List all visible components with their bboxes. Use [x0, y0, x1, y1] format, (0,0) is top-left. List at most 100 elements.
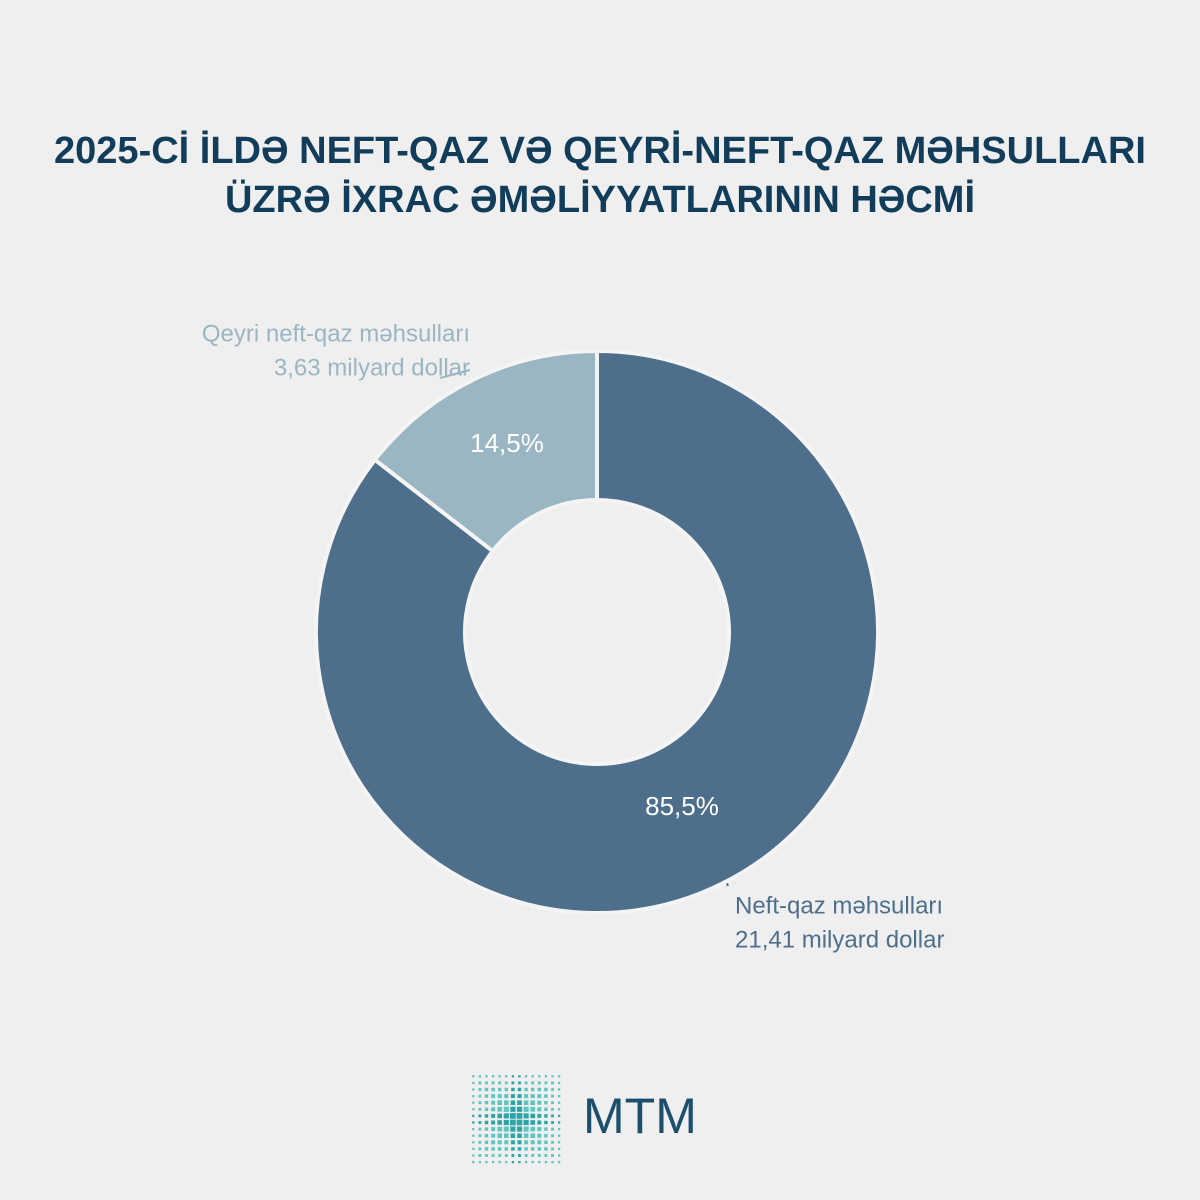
logo-dot	[503, 1126, 509, 1132]
logo-dot	[544, 1094, 548, 1098]
logo-dot	[484, 1100, 489, 1105]
logo-dot	[504, 1081, 508, 1085]
logo-dot	[518, 1160, 521, 1164]
logo-dot	[530, 1113, 535, 1119]
logo-dot	[485, 1154, 488, 1157]
logo-dot	[551, 1094, 554, 1098]
logo-dot	[485, 1081, 488, 1085]
logo-dot	[478, 1114, 482, 1118]
logo-dot	[551, 1088, 554, 1091]
logo-dot	[537, 1094, 542, 1099]
logo-dot	[491, 1107, 496, 1112]
logo-dot	[504, 1147, 509, 1151]
logo-dot	[510, 1140, 515, 1145]
logo-dot	[484, 1147, 489, 1151]
logo-dot	[510, 1106, 516, 1112]
logo-dot	[484, 1140, 489, 1145]
logo-dot	[498, 1081, 502, 1085]
logo-dot	[503, 1106, 509, 1112]
logo-dot	[478, 1147, 482, 1151]
logo-dot	[537, 1140, 542, 1145]
logo-dot	[472, 1147, 475, 1151]
logo-dot	[472, 1114, 475, 1118]
logo-dot	[551, 1075, 554, 1078]
logo-dot	[518, 1154, 521, 1157]
logo-dot	[478, 1134, 482, 1138]
logo-dot	[557, 1121, 561, 1124]
logo-dot	[510, 1100, 516, 1105]
logo-dot	[472, 1101, 475, 1104]
logo-dot	[504, 1087, 509, 1092]
logo-dot	[544, 1140, 548, 1145]
logo-dot	[551, 1101, 554, 1105]
logo-dot	[518, 1081, 521, 1085]
logo-dot	[531, 1160, 534, 1164]
logo-dot	[504, 1094, 509, 1099]
logo-dot	[557, 1081, 561, 1085]
logo-dot	[531, 1154, 535, 1157]
logo-dot	[523, 1119, 529, 1126]
logo-dot	[510, 1113, 516, 1119]
logo-dot	[537, 1113, 542, 1118]
logo-dot	[524, 1075, 528, 1078]
logo-dot	[544, 1160, 548, 1164]
logo-icon	[472, 1075, 561, 1164]
logo-dot	[544, 1154, 548, 1157]
logo-dot	[497, 1120, 502, 1125]
logo-dot	[498, 1075, 501, 1078]
logo-dot	[551, 1114, 554, 1118]
logo-dot	[551, 1134, 554, 1138]
logo-dot	[537, 1154, 541, 1157]
logo-dot	[478, 1121, 482, 1124]
logo-dot	[491, 1120, 496, 1125]
logo-dot	[503, 1119, 509, 1126]
logo-dot	[524, 1147, 528, 1151]
logo-dot	[478, 1075, 482, 1078]
logo-dot	[551, 1121, 554, 1124]
chart-title: 2025-Cİ İLDƏ NEFT-QAZ VƏ QEYRİ-NEFT-QAZ …	[54, 130, 1146, 172]
logo-dot	[557, 1088, 561, 1091]
logo-dot	[484, 1133, 489, 1138]
logo-dot	[557, 1141, 561, 1144]
logo-dot	[557, 1101, 561, 1104]
logo-dot	[557, 1075, 561, 1078]
logo-dot	[524, 1094, 529, 1099]
logo-dot	[544, 1081, 548, 1085]
logo-dot	[544, 1127, 548, 1131]
category-label: Neft-qaz məhsulları	[735, 892, 943, 919]
logo-dot	[491, 1147, 495, 1151]
logo-dot	[537, 1087, 542, 1092]
logo-dot	[524, 1081, 528, 1085]
logo-dot	[530, 1100, 535, 1105]
logo-dot	[472, 1121, 475, 1124]
logo-dot	[551, 1147, 554, 1151]
logo-dot	[505, 1160, 508, 1164]
logo-dot	[537, 1081, 541, 1085]
logo-dot	[530, 1126, 535, 1132]
logo-dot	[538, 1160, 541, 1164]
logo-dot	[544, 1100, 548, 1105]
logo-dot	[517, 1087, 522, 1092]
logo-text: MTM	[583, 1088, 697, 1144]
logo-dot	[518, 1075, 521, 1078]
leader-line	[439, 369, 471, 379]
logo-dot	[551, 1081, 554, 1085]
logo-dot	[491, 1160, 495, 1164]
logo-dot	[524, 1140, 529, 1145]
logo-dot	[523, 1126, 529, 1132]
logo-dot	[484, 1087, 489, 1092]
logo-dot	[537, 1133, 542, 1138]
logo-dot	[544, 1147, 548, 1151]
logo-dot	[472, 1081, 475, 1085]
logo-dot	[511, 1081, 515, 1085]
logo-dot	[523, 1100, 529, 1105]
logo-dot	[472, 1127, 475, 1131]
logo-dot	[511, 1087, 515, 1092]
logo-dot	[551, 1107, 554, 1111]
logo-dot	[497, 1087, 502, 1092]
logo-dot	[517, 1140, 522, 1145]
category-note: 3,63 milyard dollar	[274, 354, 470, 381]
logo-dot	[523, 1106, 529, 1112]
logo-dot	[485, 1075, 488, 1078]
